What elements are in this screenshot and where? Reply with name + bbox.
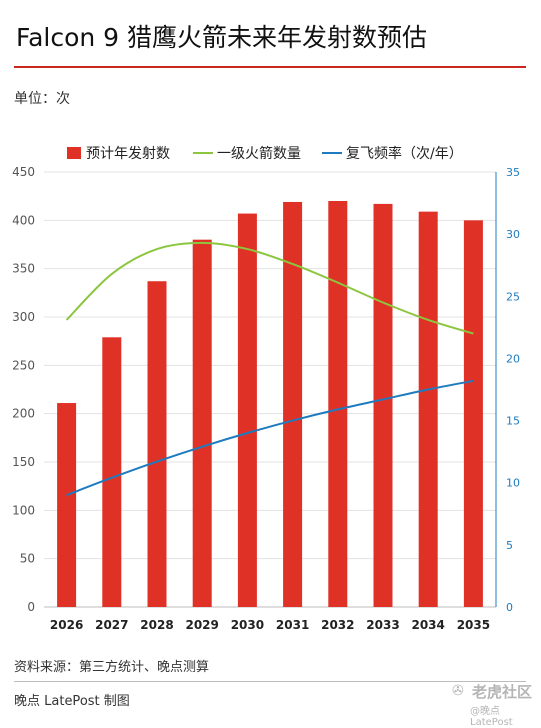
bar-2027 bbox=[102, 337, 122, 607]
y-right-tick-label: 10 bbox=[506, 477, 520, 490]
y-right-tick-label: 5 bbox=[506, 539, 513, 552]
chart-title: Falcon 9 猎鹰火箭未来年发射数预估 bbox=[16, 23, 428, 52]
x-tick-label: 2035 bbox=[457, 618, 490, 632]
y-left-tick-label: 150 bbox=[12, 455, 35, 469]
line-reflight-frequency bbox=[66, 379, 474, 497]
bar-2032 bbox=[328, 201, 348, 607]
watermark-subtext: @晚点LatePost bbox=[470, 706, 513, 728]
bar-2034 bbox=[418, 211, 438, 607]
line-first-stage-rockets bbox=[65, 241, 474, 335]
x-tick-label: 2028 bbox=[140, 618, 173, 632]
y-right-tick-label: 35 bbox=[506, 166, 520, 179]
legend-label: 复飞频率（次/年） bbox=[346, 145, 463, 162]
watermark-logo-icon: ✇ bbox=[452, 683, 464, 699]
y-left-tick-label: 300 bbox=[12, 310, 35, 324]
x-tick-label: 2033 bbox=[366, 618, 399, 632]
bar-2028 bbox=[147, 281, 167, 607]
legend-label: 一级火箭数量 bbox=[217, 145, 301, 162]
x-tick-label: 2031 bbox=[276, 618, 309, 632]
x-tick-label: 2027 bbox=[95, 618, 128, 632]
credit-note: 晚点 LatePost 制图 bbox=[14, 694, 130, 709]
y-left-tick-label: 0 bbox=[27, 600, 35, 614]
bar-2035 bbox=[463, 220, 483, 607]
y-right-tick-label: 30 bbox=[506, 228, 520, 241]
bar-2031 bbox=[283, 201, 303, 607]
legend-label: 预计年发射数 bbox=[86, 146, 170, 162]
bar-2033 bbox=[373, 203, 393, 607]
y-right-tick-label: 20 bbox=[506, 352, 520, 365]
chart: 0 50 100 150 200 250 300 350 400 450 0 5 10 15 20 25 30 3… bbox=[12, 145, 520, 632]
watermark-text: 老虎社区 bbox=[472, 683, 533, 701]
x-tick-label: 2026 bbox=[50, 618, 83, 632]
x-tick-label: 2034 bbox=[411, 618, 444, 632]
y-right-tick-label: 0 bbox=[506, 601, 513, 614]
x-tick-label: 2030 bbox=[231, 618, 264, 632]
y-left-tick-label: 50 bbox=[20, 552, 35, 566]
y-left-tick-label: 400 bbox=[12, 213, 35, 227]
y-right-tick-label: 15 bbox=[506, 415, 520, 428]
source-note: 资料来源：第三方统计、晚点测算 bbox=[14, 660, 210, 675]
y-left-tick-label: 350 bbox=[12, 262, 35, 276]
y-right-tick-label: 25 bbox=[506, 290, 520, 303]
title-divider bbox=[14, 66, 526, 68]
x-tick-label: 2029 bbox=[185, 618, 218, 632]
y-left-tick-label: 200 bbox=[12, 407, 35, 421]
y-left-tick-label: 100 bbox=[12, 503, 35, 517]
x-tick-label: 2032 bbox=[321, 618, 354, 632]
y-left-tick-label: 450 bbox=[12, 165, 35, 179]
legend-swatch-bar bbox=[67, 147, 81, 159]
bar-2026 bbox=[57, 403, 77, 607]
bar-2030 bbox=[237, 213, 257, 608]
footer-divider bbox=[14, 681, 526, 682]
bar-2029 bbox=[192, 239, 212, 607]
y-left-tick-label: 250 bbox=[12, 358, 35, 372]
unit-label: 单位：次 bbox=[14, 91, 70, 107]
